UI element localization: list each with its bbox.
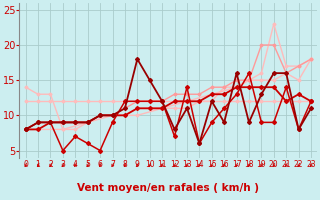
X-axis label: Vent moyen/en rafales ( km/h ): Vent moyen/en rafales ( km/h ) <box>77 183 259 193</box>
